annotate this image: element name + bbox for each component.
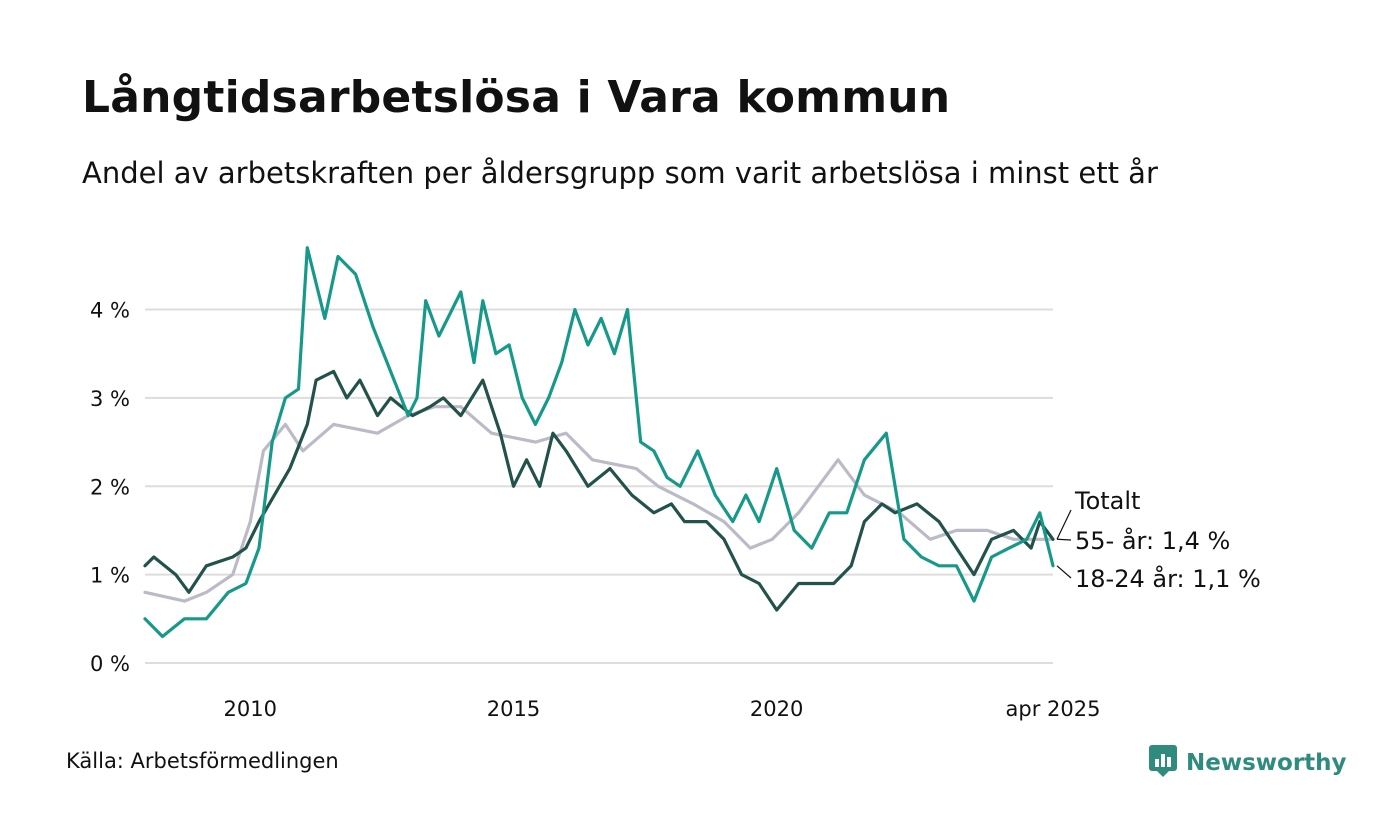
y-axis-labels: 0 % 1 % 2 % 3 % 4 % bbox=[90, 299, 130, 676]
series-line-age55 bbox=[143, 369, 1055, 612]
leader-line-age55 bbox=[1056, 538, 1072, 541]
end-label-age55: 55- år: 1,4 % bbox=[1075, 526, 1230, 555]
series-line-total bbox=[143, 405, 1055, 603]
newsworthy-chart-icon bbox=[1148, 744, 1178, 782]
x-tick-label: 2015 bbox=[487, 697, 540, 721]
end-label-total: Totalt bbox=[1074, 487, 1140, 515]
y-tick-label: 4 % bbox=[90, 299, 130, 323]
x-tick-label: apr 2025 bbox=[1006, 697, 1101, 721]
y-tick-label: 3 % bbox=[90, 387, 130, 411]
y-tick-label: 2 % bbox=[90, 475, 130, 499]
source-note: Källa: Arbetsförmedlingen bbox=[66, 749, 339, 773]
y-tick-label: 1 % bbox=[90, 564, 130, 588]
brand-name: Newsworthy bbox=[1186, 750, 1347, 776]
y-tick-label: 0 % bbox=[90, 652, 130, 676]
series-end-labels: Totalt 55- år: 1,4 % 18-24 år: 1,1 % bbox=[1056, 487, 1261, 593]
series-lines bbox=[143, 246, 1055, 639]
chart-subtitle: Andel av arbetskraften per åldersgrupp s… bbox=[82, 156, 1158, 190]
x-tick-label: 2010 bbox=[224, 697, 277, 721]
grid-lines bbox=[145, 308, 1053, 664]
brand-logo: Newsworthy bbox=[1148, 744, 1347, 782]
x-axis-labels: 2010 2015 2020 apr 2025 bbox=[224, 697, 1101, 721]
leader-line-age1824 bbox=[1056, 565, 1072, 579]
series-line-age1824 bbox=[143, 246, 1055, 639]
end-label-age1824: 18-24 år: 1,1 % bbox=[1075, 564, 1261, 593]
leader-line-total bbox=[1056, 509, 1072, 540]
chart-title: Långtidsarbetslösa i Vara kommun bbox=[82, 72, 951, 123]
x-tick-label: 2020 bbox=[750, 697, 803, 721]
